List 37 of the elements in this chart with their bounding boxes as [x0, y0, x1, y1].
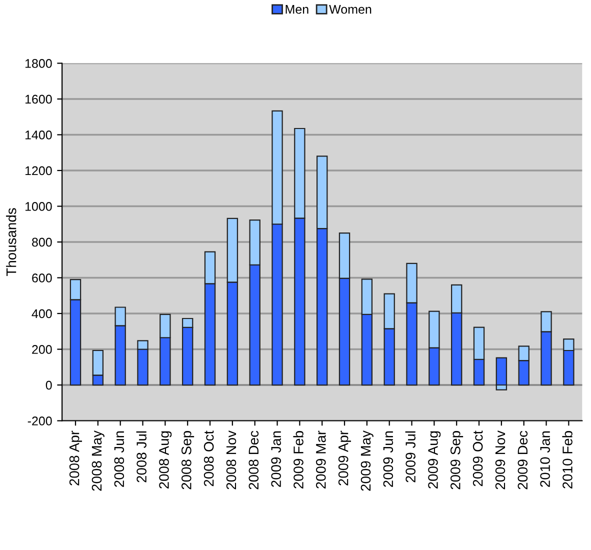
y-tick-label: 1200	[25, 166, 52, 176]
y-tick-label: 200	[32, 345, 52, 354]
x-tick-label: 2008 Sep	[181, 431, 194, 490]
y-tick-label: 0	[46, 380, 52, 390]
x-tick-label: 2008 Jun	[114, 431, 124, 487]
x-tick-label: 2009 Jun	[383, 431, 394, 487]
x-tick-label: 2009 Dec	[518, 430, 528, 490]
x-tick-label: 2009 Jan	[271, 431, 281, 487]
y-tick-label: 1600	[25, 94, 52, 104]
x-tick-label: 2008 May	[92, 430, 104, 491]
x-tick-label: 2009 May	[360, 430, 374, 491]
x-tick-label: 2008 Apr	[69, 430, 82, 486]
legend-label: Women	[329, 5, 372, 14]
y-tick-label: 400	[32, 309, 52, 318]
y-tick-label: 1400	[25, 130, 52, 140]
x-tick-label: 2008 Aug	[159, 431, 172, 488]
x-tick-label: 2009 Mar	[316, 430, 326, 488]
y-tick-label: 800	[32, 238, 52, 247]
x-tick-label: 2009 Oct	[472, 430, 483, 486]
x-tick-label: 2008 Dec	[248, 430, 259, 490]
x-tick-label: 2009 Sep	[450, 431, 464, 490]
x-tick-label: 2009 Apr	[338, 430, 351, 486]
y-tick-label: 1800	[25, 59, 52, 68]
x-tick-label: 2009 Aug	[428, 431, 441, 488]
y-axis-title: Thousands	[6, 208, 16, 276]
x-tick-label: 2008 Oct	[204, 430, 214, 486]
y-tick-label: 1000	[25, 202, 52, 211]
y-tick-label: -200	[28, 416, 52, 426]
x-tick-label: 2010 Feb	[562, 431, 572, 488]
x-tick-label: 2008 Nov	[226, 430, 236, 490]
x-tick-label: 2009 Feb	[293, 431, 304, 488]
x-tick-label: 2008 Jul	[136, 431, 146, 482]
x-tick-label: 2010 Jan	[540, 431, 550, 487]
x-tick-label: 2009 Jul	[405, 431, 416, 482]
x-tick-label: 2009 Nov	[495, 430, 506, 490]
legend-label: Men	[286, 5, 308, 14]
y-tick-label: 600	[32, 274, 52, 282]
